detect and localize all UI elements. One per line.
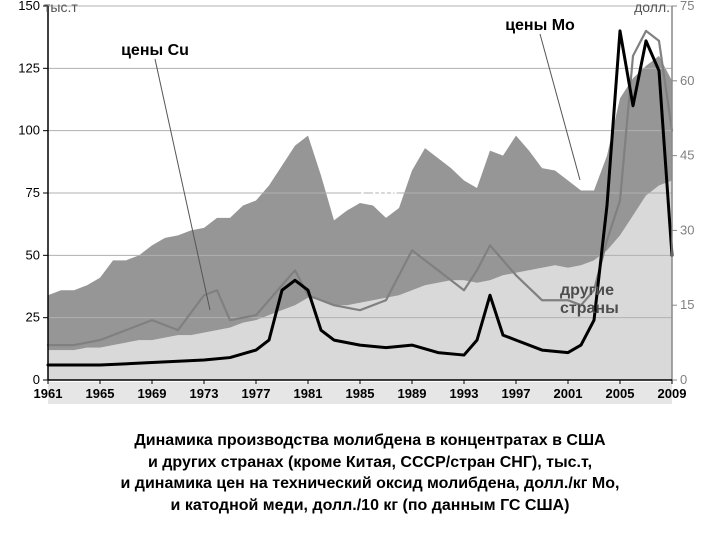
yl-tick: 50 (26, 247, 40, 262)
x-tick: 1961 (34, 386, 63, 401)
yr-tick: 15 (680, 297, 694, 312)
caption-line-4: и катодной меди, долл./10 кг (по данным … (171, 497, 570, 514)
yr-tick: 60 (680, 73, 694, 88)
label-usa: США (360, 187, 400, 204)
yl-unit: тыс.т (44, 0, 78, 15)
x-tick: 1977 (242, 386, 271, 401)
caption-line-3: и динамика цен на технический оксид моли… (121, 475, 620, 492)
x-tick: 1997 (502, 386, 531, 401)
yl-tick: 150 (18, 0, 40, 13)
x-tick: 1973 (190, 386, 219, 401)
chart-caption: Динамика производства молибдена в концен… (40, 430, 700, 516)
molybdenum-chart: 0 25 50 75 100 125 150 тыс.т 0 15 30 45 60 75 долл. 196… (0, 0, 720, 420)
yr-tick: 45 (680, 148, 694, 163)
caption-line-2: и других странах (кроме Китая, СССР/стра… (148, 454, 592, 471)
yl-tick: 25 (26, 310, 40, 325)
x-tick: 1965 (86, 386, 115, 401)
leader-cu: цены Cu (121, 42, 189, 59)
x-tick: 1985 (346, 386, 375, 401)
yr-tick: 0 (680, 372, 687, 387)
x-tick: 2001 (554, 386, 583, 401)
yl-tick: 100 (18, 123, 40, 138)
yr-tick: 75 (680, 0, 694, 13)
label-other: другие (560, 282, 614, 299)
yl-tick: 75 (26, 185, 40, 200)
x-tick: 1969 (138, 386, 167, 401)
x-tick: 1981 (294, 386, 323, 401)
x-tick: 1993 (450, 386, 479, 401)
label-other: страны (560, 300, 619, 317)
yr-unit: долл. (634, 0, 670, 15)
yl-tick: 0 (33, 372, 40, 387)
yl-tick: 125 (18, 60, 40, 75)
x-tick: 2009 (658, 386, 687, 401)
caption-line-1: Динамика производства молибдена в концен… (134, 432, 605, 449)
x-tick: 2005 (606, 386, 635, 401)
x-tick: 1989 (398, 386, 427, 401)
yr-tick: 30 (680, 222, 694, 237)
leader-mo: цены Mo (505, 17, 575, 34)
